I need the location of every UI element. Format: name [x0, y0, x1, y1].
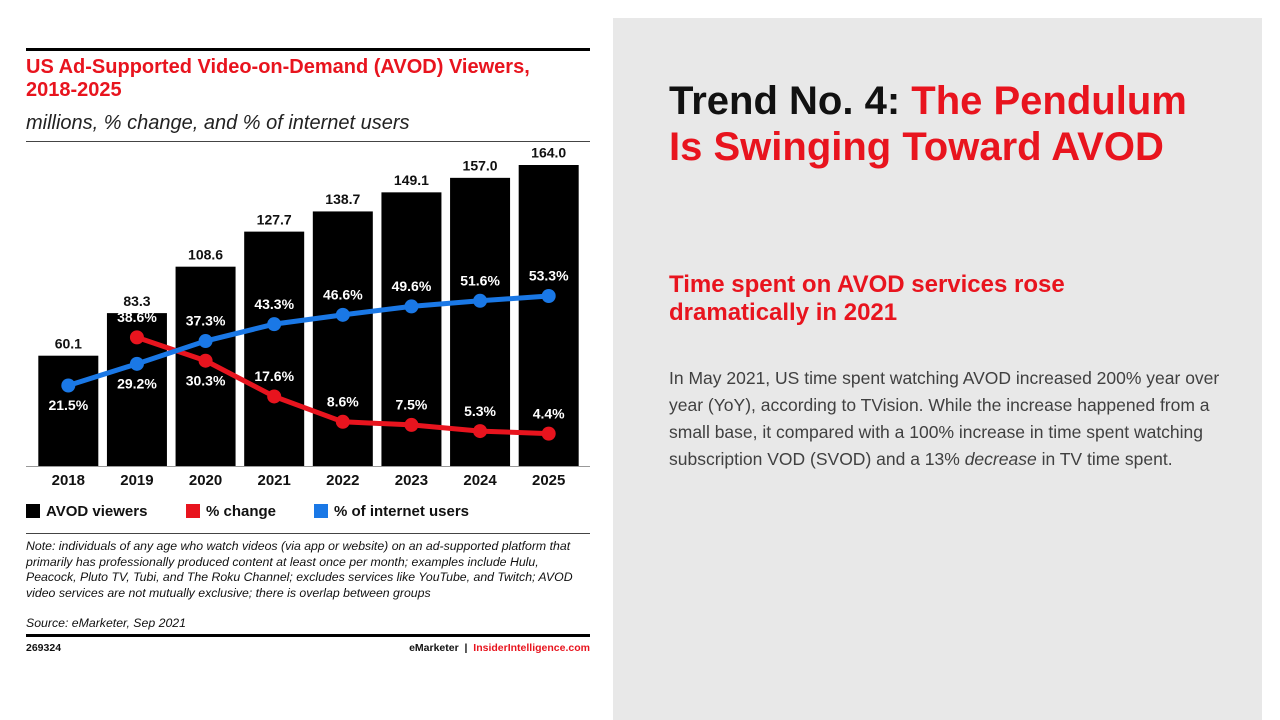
- bar: [244, 231, 305, 466]
- legend-label: AVOD viewers: [46, 503, 147, 520]
- point-label: 46.6%: [323, 287, 363, 303]
- bar-label: 83.3: [123, 293, 150, 309]
- x-tick-label: 2024: [463, 472, 497, 489]
- x-tick-label: 2023: [395, 472, 428, 489]
- chart-id: 269324: [26, 642, 62, 654]
- bar: [518, 165, 579, 466]
- point-label: 53.3%: [529, 268, 569, 284]
- x-tick-label: 2022: [326, 472, 359, 489]
- point: [335, 414, 350, 429]
- slide-heading: Trend No. 4: The Pendulum Is Swinging To…: [669, 78, 1189, 170]
- point-label: 4.4%: [533, 405, 565, 421]
- point: [198, 353, 213, 368]
- heading-lead: Trend No. 4:: [669, 79, 901, 123]
- point-label: 49.6%: [392, 278, 432, 294]
- chart-title: US Ad-Supported Video-on-Demand (AVOD) V…: [26, 56, 530, 101]
- legend-swatch: [186, 504, 200, 518]
- baseline: [26, 466, 590, 467]
- point-label: 37.3%: [186, 313, 226, 329]
- point: [61, 378, 76, 393]
- body-emphasis: decrease: [964, 449, 1037, 469]
- point-label: 38.6%: [117, 309, 157, 325]
- point: [335, 307, 350, 322]
- point: [541, 426, 556, 441]
- point-label: 30.3%: [186, 372, 226, 388]
- bar-label: 138.7: [325, 191, 360, 207]
- point-label: 8.6%: [327, 394, 359, 410]
- legend-label: % change: [206, 503, 276, 520]
- bar-label: 108.6: [188, 246, 223, 262]
- point-label: 51.6%: [460, 272, 500, 288]
- rule: [26, 533, 590, 534]
- x-tick-label: 2021: [258, 472, 291, 489]
- point-label: 29.2%: [117, 376, 157, 392]
- top-rule: [26, 48, 590, 51]
- bar-label: 149.1: [394, 172, 429, 188]
- rule: [26, 141, 590, 142]
- point-label: 7.5%: [395, 397, 427, 413]
- body-text: in TV time spent.: [1041, 449, 1173, 469]
- footer-brand: eMarketer | InsiderIntelligence.com: [409, 642, 590, 654]
- x-tick-label: 2019: [120, 472, 153, 489]
- point: [473, 424, 488, 439]
- x-tick-label: 2018: [52, 472, 85, 489]
- point: [541, 289, 556, 303]
- x-tick-label: 2025: [532, 472, 565, 489]
- point-label: 21.5%: [48, 397, 88, 413]
- text-panel: [613, 18, 1262, 720]
- bar-label: 164.0: [531, 145, 566, 161]
- body-text: In May 2021, US time spent watching AVOD…: [669, 368, 1220, 469]
- chart-note: Note: individuals of any age who watch v…: [26, 539, 573, 600]
- point: [404, 299, 419, 314]
- legend-swatch: [314, 504, 328, 518]
- slide-subheading: Time spent on AVOD services rose dramati…: [669, 271, 1065, 326]
- point-label: 43.3%: [254, 296, 294, 312]
- bottom-rule: [26, 634, 590, 637]
- bar-label: 60.1: [55, 335, 82, 351]
- brand: eMarketer: [409, 642, 459, 654]
- point: [404, 417, 419, 432]
- heading-rest: The Pendulum Is Swinging Toward AVOD: [669, 79, 1187, 169]
- legend-swatch: [26, 504, 40, 518]
- legend-label: % of internet users: [334, 503, 469, 520]
- point: [473, 293, 488, 308]
- point: [198, 334, 213, 349]
- bar: [38, 355, 99, 466]
- bar: [450, 177, 511, 466]
- bar-label: 157.0: [463, 158, 498, 174]
- point-label: 17.6%: [254, 368, 294, 384]
- point: [267, 389, 282, 404]
- point: [129, 330, 144, 345]
- line: [67, 293, 549, 388]
- site: InsiderIntelligence.com: [473, 642, 590, 654]
- chart: 2018 2019 2020 2021 2022 2023 2024 2025 60.1 83.3…: [26, 48, 590, 637]
- point: [267, 317, 282, 332]
- chart-source: Source: eMarketer, Sep 2021: [26, 616, 186, 630]
- point-label: 5.3%: [464, 403, 496, 419]
- bar-label: 127.7: [257, 211, 292, 227]
- slide-body: In May 2021, US time spent watching AVOD…: [669, 365, 1229, 473]
- x-tick-label: 2020: [189, 472, 222, 489]
- chart-subtitle: millions, % change, and % of internet us…: [26, 112, 410, 134]
- point: [129, 356, 144, 371]
